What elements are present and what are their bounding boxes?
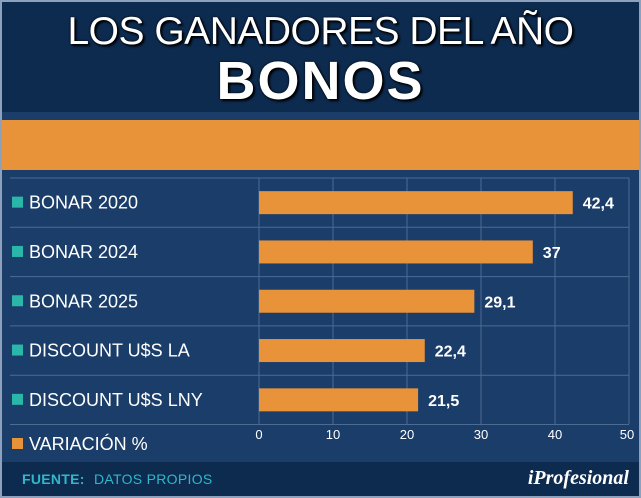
category-marker [12, 245, 23, 257]
source-value: DATOS PROPIOS [94, 471, 213, 487]
bar [259, 191, 573, 215]
category-marker [12, 295, 23, 307]
bar [259, 240, 533, 264]
title-block: LOS GANADORES DEL AÑO BONOS [2, 2, 639, 112]
chart-title: LOS GANADORES DEL AÑO [67, 10, 574, 53]
category-label: DISCOUNT U$S LNY [29, 390, 203, 410]
legend-label: VARIACIÓN % [29, 433, 148, 454]
x-tick-label: 0 [255, 427, 262, 442]
x-tick-label: 20 [400, 427, 414, 442]
category-label: DISCOUNT U$S LA [29, 341, 190, 361]
bar [259, 388, 419, 412]
x-tick-label: 50 [620, 427, 634, 442]
value-label: 29,1 [484, 294, 515, 311]
footer: FUENTE: DATOS PROPIOS iProfesional [2, 462, 639, 496]
bars: 42,4 37 29,1 22,4 21,5 [259, 191, 614, 412]
x-tick-label: 30 [474, 427, 488, 442]
source-label: FUENTE: [22, 471, 85, 487]
x-tick-label: 10 [326, 427, 340, 442]
value-label: 37 [543, 245, 561, 262]
value-label: 22,4 [435, 344, 466, 361]
bar [259, 339, 425, 363]
category-rows: BONAR 2020 BONAR 2024 BONAR 2025 DISCOUNT U… [12, 193, 203, 410]
x-tick-label: 40 [548, 427, 562, 442]
category-marker [12, 393, 23, 405]
brand-logo: iProfesional [527, 467, 629, 489]
category-marker [12, 196, 23, 208]
header-band [2, 120, 639, 170]
legend: VARIACIÓN % [12, 433, 148, 454]
category-label: BONAR 2025 [29, 291, 138, 311]
chart-subtitle: BONOS [216, 51, 425, 111]
category-label: BONAR 2024 [29, 242, 138, 262]
legend-swatch [12, 438, 23, 449]
value-label: 21,5 [428, 393, 459, 410]
bar [259, 289, 475, 313]
category-label: BONAR 2020 [29, 193, 138, 213]
x-axis-ticks: 0 10 20 30 40 50 [255, 427, 634, 442]
value-label: 42,4 [583, 196, 614, 213]
category-marker [12, 344, 23, 356]
